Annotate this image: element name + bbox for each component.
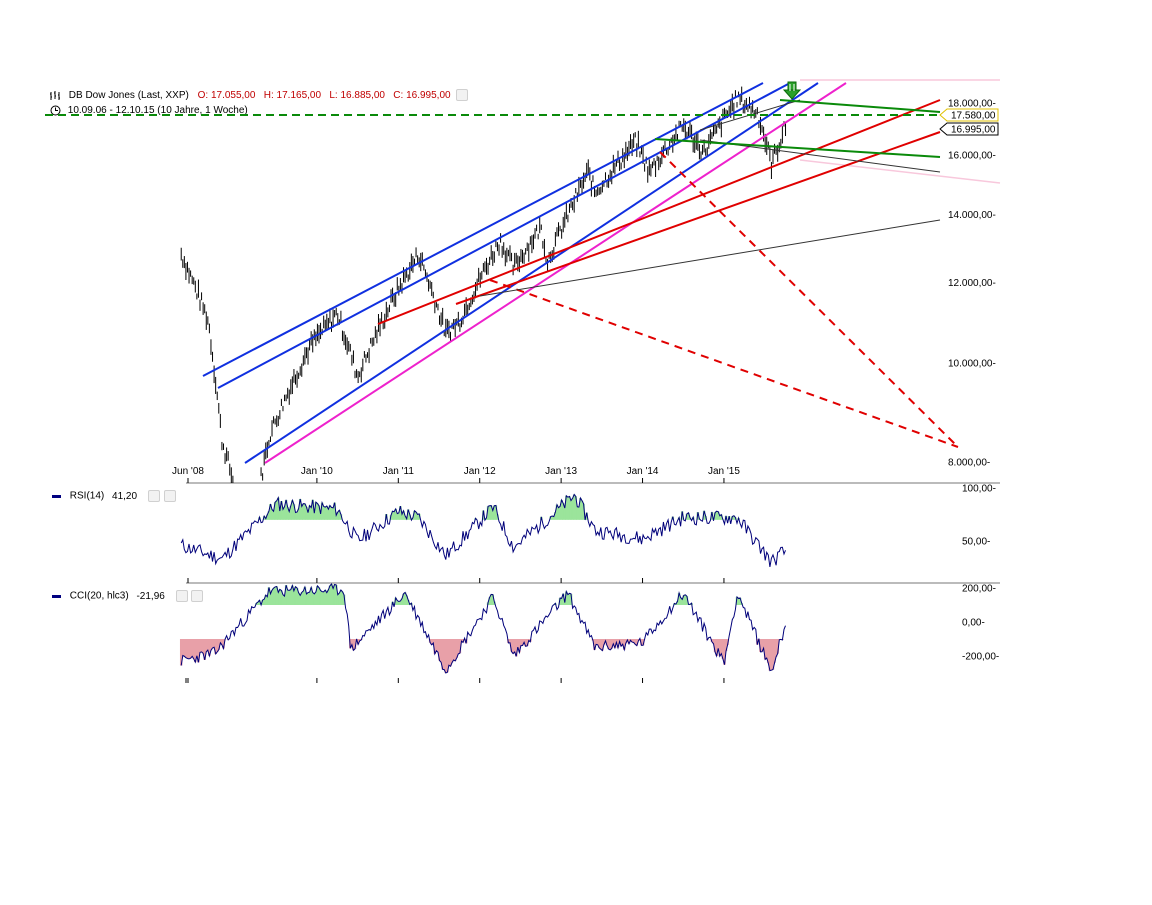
bar-chart-icon [50,90,62,100]
cci-close-button[interactable] [191,590,204,602]
cci-settings-button[interactable] [175,590,188,602]
rsi-value: 41,20 [112,490,138,502]
red-trend-lower[interactable] [455,131,941,305]
rsi-close-button[interactable] [163,490,176,502]
rsi-legend-swatch [52,494,61,498]
last-close-text: 16.995,00 [951,125,996,136]
x-tick-label: Jun '08 [172,466,204,477]
price-y-tick-label: 8.000,00- [948,458,990,469]
red-dashed-projection[interactable] [489,279,959,448]
red-trend-upper[interactable] [377,99,941,325]
cci-series-line [180,583,786,674]
cci-y-axis: 200,00- 0,00- -200,00- [962,584,999,663]
rsi-label: RSI(14) [69,490,105,502]
trendlines[interactable] [45,79,1001,464]
ohlc-values: O: 17.055,00 H: 17.165,00 L: 16.885,00 C… [197,89,451,101]
cci-value: -21,96 [136,590,165,602]
black-trend-line[interactable] [479,219,941,297]
rsi-series-line [180,493,786,567]
price-x-ticks [187,478,725,483]
price-y-tick-label: 12.000,00- [948,278,996,289]
clock-icon [50,105,61,116]
x-tick-label: Jan '10 [301,466,333,477]
down-arrow-icon[interactable] [782,81,802,100]
red-dashed-projection[interactable] [659,151,959,448]
rsi-settings-button[interactable] [147,490,160,502]
x-tick-label: Jan '12 [464,466,496,477]
cci-fill [179,584,784,673]
price-y-axis: 18.000,00- 16.000,00- 14.000,00- 12.000,00-… [948,99,996,469]
settings-button[interactable] [456,89,469,101]
rsi-header: RSI(14) 41,20 [52,490,176,502]
x-tick-label: Jan '15 [708,466,740,477]
level-flag-text: 17.580,00 [951,111,996,122]
rsi-x-ticks [187,578,725,583]
price-y-tick-label: 16.000,00- [948,151,996,162]
instrument-title: DB Dow Jones (Last, XXP) [68,89,189,101]
level-flag: 17.580,00 [939,108,999,122]
cci-y-tick-label: -200,00- [962,652,999,663]
cci-y-tick-label: 200,00- [962,584,996,595]
green-level-line[interactable] [779,99,941,113]
chart-header: DB Dow Jones (Last, XXP) O: 17.055,00 H:… [50,89,469,101]
price-bars [180,86,787,483]
blue-channel-lower[interactable] [244,82,819,464]
cci-x-ticks [185,678,725,683]
cci-header: CCI(20, hlc3) -21,96 [52,590,204,602]
rsi-y-tick-label: 50,00- [962,537,990,548]
blue-channel-mid[interactable] [217,82,791,389]
date-range-row: 10.09.06 - 12.10.15 (10 Jahre, 1 Woche) [50,105,248,116]
price-x-axis: Jun '08 Jan '10 Jan '11 Jan '12 Jan '13 Jan '… [172,466,740,477]
x-tick-label: Jan '14 [627,466,659,477]
cci-legend-swatch [52,594,61,598]
last-close-flag: 16.995,00 [939,122,999,136]
cci-y-tick-label: 0,00- [962,618,985,629]
date-range: 10.09.06 - 12.10.15 (10 Jahre, 1 Woche) [67,105,248,117]
pink-projection-line[interactable] [799,159,1001,184]
blue-channel-upper[interactable] [202,82,764,377]
cci-label: CCI(20, hlc3) [69,590,129,602]
price-y-tick-label: 10.000,00- [948,359,996,370]
rsi-y-tick-label: 100,00- [962,484,996,495]
magenta-trend-line[interactable] [264,82,847,464]
x-tick-label: Jan '13 [545,466,577,477]
rsi-y-axis: 100,00- 50,00- [962,484,996,548]
x-tick-label: Jan '11 [383,466,415,477]
price-y-tick-label: 18.000,00- [948,99,996,110]
green-level-line[interactable] [654,138,941,158]
price-y-tick-label: 14.000,00- [948,210,996,221]
